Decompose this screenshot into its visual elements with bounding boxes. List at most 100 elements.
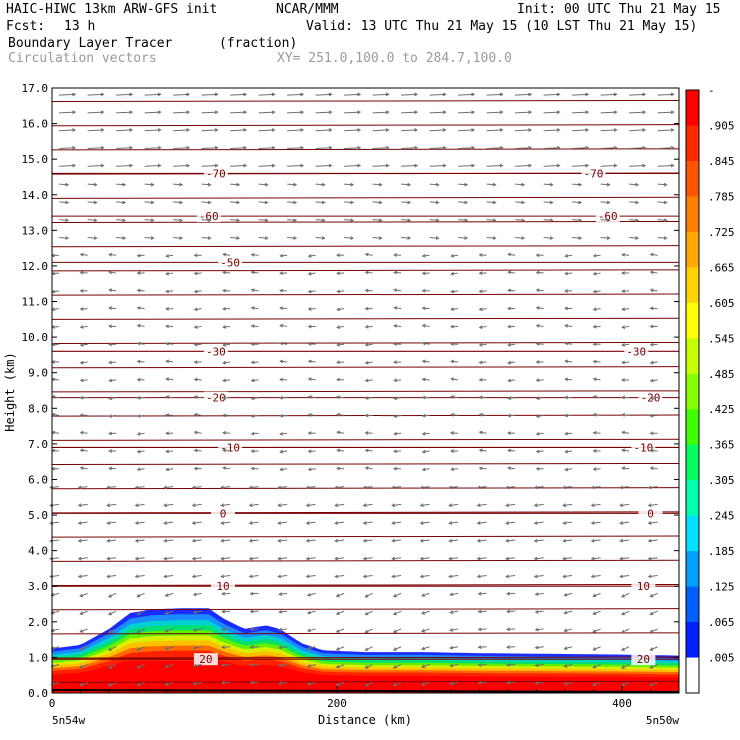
wind-vector [116, 201, 126, 204]
wind-vector [251, 289, 259, 292]
wind-vector-head [649, 306, 654, 311]
wind-vector [249, 539, 259, 542]
wind-vector [365, 271, 373, 274]
wind-vector [344, 183, 354, 186]
wind-vector [543, 219, 553, 221]
wind-vector [648, 539, 658, 542]
wind-vector-head [448, 503, 453, 508]
wind-vector-head [592, 682, 597, 687]
colorbar-label: .605 [708, 297, 735, 310]
wind-vector [534, 521, 544, 524]
wind-vector-head [108, 360, 113, 365]
wind-vector [458, 183, 468, 186]
wind-vector-head [442, 163, 447, 168]
wind-vector [87, 129, 104, 132]
wind-vector [392, 521, 402, 524]
wind-vector [449, 486, 459, 489]
wind-vector [51, 610, 60, 614]
wind-vector [144, 236, 154, 239]
wind-vector-head [264, 218, 269, 223]
contour-label: 10 [637, 580, 650, 593]
wind-vector [194, 431, 202, 434]
wind-vector [593, 646, 601, 651]
wind-vector-head [277, 503, 282, 508]
wind-vector-head [193, 448, 198, 453]
wind-vector [422, 468, 430, 471]
wind-vector [648, 521, 658, 524]
wind-vector-head [450, 359, 455, 364]
wind-vector [166, 343, 174, 345]
wind-vector-head [293, 200, 298, 205]
wind-vector [173, 147, 190, 149]
isentrope-line [51, 341, 680, 345]
wind-vector [600, 219, 610, 221]
wind-vector [194, 396, 202, 399]
wind-vector [593, 360, 601, 363]
wind-vector-head [450, 467, 455, 472]
wind-vector-head [164, 682, 169, 686]
wind-vector-head [635, 182, 640, 187]
wind-vector [166, 254, 174, 257]
wind-vector-head [163, 538, 168, 543]
wind-vector-head [414, 92, 419, 97]
wind-vector-head [642, 128, 647, 132]
wind-vector-head [476, 503, 481, 508]
wind-vector-head [450, 253, 455, 258]
wind-vector-head [642, 92, 647, 97]
wind-vector [137, 468, 145, 471]
wind-vector-head [136, 467, 141, 472]
wind-vector [506, 539, 516, 542]
wind-vector-head [336, 307, 341, 312]
wind-vector [564, 646, 573, 650]
wind-vector-head [507, 448, 512, 453]
wind-vector-head [556, 128, 561, 132]
wind-vector-head [248, 503, 253, 508]
wind-vector-head [421, 664, 426, 669]
wind-vector-head [300, 92, 305, 97]
wind-vector [486, 129, 503, 132]
wind-vector-head [79, 288, 84, 293]
wind-vector [173, 236, 183, 239]
wind-vector-head [214, 128, 219, 132]
wind-vector [572, 219, 582, 221]
wind-vector [336, 646, 345, 651]
wind-vector [450, 628, 459, 631]
wind-vector [173, 201, 183, 204]
wind-vector-head [564, 431, 569, 436]
colorbar-swatch [686, 657, 699, 694]
wind-vector-head [279, 377, 284, 382]
wind-vector [287, 147, 304, 149]
wind-vector [394, 414, 402, 417]
wind-vector-head [193, 412, 198, 417]
colorbar-label: .365 [708, 439, 735, 452]
wind-vector-head [357, 128, 362, 132]
wind-vector [429, 111, 446, 114]
wind-vector [515, 183, 525, 186]
wind-vector-head [407, 200, 412, 205]
wind-vector [393, 610, 402, 615]
wind-vector-head [471, 145, 476, 150]
wind-vector-head [392, 629, 397, 633]
wind-vector [201, 236, 211, 239]
wind-vector-head [334, 521, 339, 525]
contour-label: -70 [206, 167, 226, 180]
forecast-label: Fcst: [6, 19, 46, 34]
isentrope-line [51, 220, 680, 224]
isentrope-line [51, 245, 680, 248]
wind-vector-head [391, 485, 396, 490]
wind-vector [506, 575, 516, 578]
wind-vector-head [364, 306, 369, 311]
y-tick-label: 11.0 [22, 296, 49, 309]
wind-vector-head [592, 629, 597, 633]
wind-vector [287, 129, 304, 132]
wind-vector-head [165, 324, 170, 329]
wind-vector-head [192, 628, 197, 632]
wind-vector-head [670, 110, 675, 115]
wind-vector-head [619, 538, 624, 543]
contour-label: 20 [637, 653, 650, 666]
wind-vector-head [449, 645, 454, 650]
wind-vector-head [362, 503, 367, 508]
wind-vector-head [407, 236, 412, 240]
wind-vector [479, 414, 487, 416]
wind-vector-head [471, 163, 476, 168]
